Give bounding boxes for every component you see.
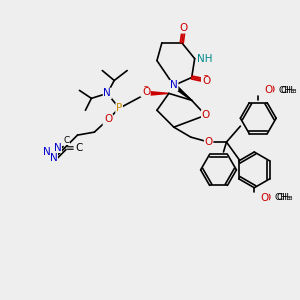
Text: O: O [202, 110, 210, 120]
Text: O: O [141, 86, 149, 96]
Text: O: O [264, 85, 272, 95]
Text: P: P [116, 103, 122, 113]
Text: O: O [262, 193, 270, 203]
Text: O: O [142, 87, 150, 98]
Polygon shape [147, 92, 169, 95]
Text: O: O [104, 114, 112, 124]
Text: O: O [260, 193, 268, 203]
Text: ≡: ≡ [66, 143, 75, 153]
Text: O: O [205, 137, 213, 147]
Text: O: O [202, 76, 210, 85]
Text: O: O [180, 23, 188, 33]
Text: O: O [103, 115, 111, 125]
Text: NH: NH [197, 54, 212, 64]
Text: N: N [50, 153, 58, 163]
Text: N: N [103, 88, 111, 98]
Text: C: C [76, 143, 83, 153]
Text: N: N [170, 80, 178, 90]
Text: CH₃: CH₃ [274, 193, 291, 202]
Text: O: O [266, 85, 274, 95]
Text: N: N [43, 147, 51, 157]
Text: P: P [116, 103, 122, 113]
Text: C: C [63, 136, 70, 145]
Text: N: N [103, 88, 111, 98]
Text: O: O [202, 110, 210, 120]
Text: N: N [170, 80, 178, 90]
Text: O: O [205, 137, 213, 147]
Text: CH₃: CH₃ [280, 86, 297, 95]
Polygon shape [172, 84, 192, 100]
Text: N: N [54, 143, 61, 153]
Text: CH₃: CH₃ [278, 86, 295, 95]
Text: O: O [202, 76, 211, 86]
Text: O: O [180, 23, 188, 33]
Text: CH₃: CH₃ [276, 193, 293, 202]
Text: NH: NH [197, 54, 212, 64]
